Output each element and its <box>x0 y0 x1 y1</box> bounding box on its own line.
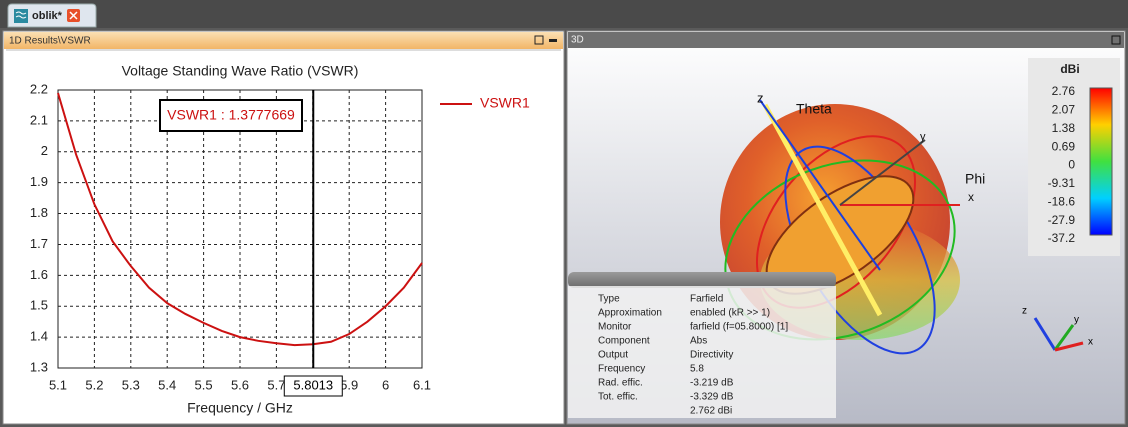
tab-icon-wave <box>15 11 27 19</box>
info-key: Output <box>598 350 628 361</box>
series-line <box>57 92 423 347</box>
legend-label: VSWR1 <box>480 95 530 111</box>
marker-label: 5.8013 <box>293 377 333 392</box>
left-panel-title: 1D Results\VSWR <box>9 36 91 47</box>
colorbar-label: -27.9 <box>1048 213 1076 227</box>
colorbar-label: 2.07 <box>1052 103 1076 117</box>
tab-icon <box>14 9 28 23</box>
chart-title: Voltage Standing Wave Ratio (VSWR) <box>122 63 359 79</box>
x-tick-label: 5.3 <box>122 377 140 392</box>
z-axis <box>759 99 881 271</box>
info-rows: Type Farfield Approximation enabled (kR >> … <box>598 294 788 417</box>
vswr-chart: Voltage Standing Wave Ratio (VSWR) Frequ… <box>30 63 530 416</box>
x-tick-label: 5.6 <box>231 377 249 392</box>
colorbar-label: 0 <box>1068 158 1075 172</box>
colorbar-labels: 2.76 2.07 1.38 0.69 0 -9.31 -18.6 -27.9 -37.2 <box>1048 84 1076 245</box>
x-tick-label: 5.9 <box>340 377 358 392</box>
colorbar-label: 0.69 <box>1052 139 1076 153</box>
y-tick-label: 1.6 <box>30 267 48 282</box>
x-tick-label: 5.7 <box>267 377 285 392</box>
colorbar-label: 1.38 <box>1052 121 1076 135</box>
tab-bar <box>0 0 1128 28</box>
colorbar-label: 2.76 <box>1052 84 1076 98</box>
colorbar-unit: dBi <box>1060 62 1079 76</box>
x-tick-label: 6.1 <box>413 377 431 392</box>
antenna-stem <box>762 103 883 317</box>
info-key: Type <box>598 294 620 305</box>
info-value: Directivity <box>690 350 733 361</box>
y-tick-label: 1.9 <box>30 174 48 189</box>
info-value: Abs <box>690 336 707 347</box>
y-tick-label: 2 <box>41 143 48 158</box>
tab-close-x <box>69 11 78 20</box>
axis-label: x <box>968 190 974 204</box>
triad-label: x <box>1088 337 1093 348</box>
maximize-button[interactable] <box>534 35 544 45</box>
plot-frame <box>57 89 423 369</box>
info-key: Frequency <box>598 364 645 375</box>
colorbar-label: -37.2 <box>1048 231 1076 245</box>
annotation-box <box>159 99 303 132</box>
axis-label: Theta <box>796 101 832 117</box>
y-tick-label: 1.3 <box>30 359 48 374</box>
colorbar <box>1089 87 1113 236</box>
info-value: 2.762 dBi <box>690 406 732 417</box>
x-tick-label: 5.4 <box>158 377 176 392</box>
info-key: Approximation <box>598 308 662 319</box>
x-tick-label: 6 <box>382 377 389 392</box>
triad-label: y <box>1074 315 1079 326</box>
axis-label: Phi <box>965 171 985 187</box>
info-value: -3.219 dB <box>690 378 734 389</box>
y-tick-label: 1.4 <box>30 329 48 344</box>
left-panel-titlebar <box>4 32 563 49</box>
info-value: farfield (f=05.8000) [1] <box>690 322 788 333</box>
x-tick-label: 5.2 <box>85 377 103 392</box>
axis-triad <box>1033 317 1084 352</box>
axis-label: z <box>757 90 764 105</box>
x-tick-label: 5.5 <box>195 377 213 392</box>
y-tick-label: 1.7 <box>30 236 48 251</box>
info-header <box>568 272 836 288</box>
right-panel-title: 3D <box>571 35 584 46</box>
y-tick-label: 2.1 <box>30 112 48 127</box>
marker-label-box <box>283 375 343 397</box>
info-value: enabled (kR >> 1) <box>690 308 770 319</box>
colorbar-label: -9.31 <box>1048 176 1076 190</box>
info-key: Monitor <box>598 322 632 333</box>
y-tick-label: 1.5 <box>30 298 48 313</box>
info-panel <box>568 286 836 418</box>
info-key: Component <box>598 336 650 347</box>
x-axis-label: Frequency / GHz <box>187 400 293 416</box>
info-key: Tot. effic. <box>598 392 638 403</box>
tab-title: oblik* <box>32 10 63 22</box>
annotation: VSWR1 : 1.3777669 <box>167 107 295 123</box>
info-value: 5.8 <box>690 364 704 375</box>
maximize-button[interactable] <box>1111 35 1121 45</box>
triad-label: z <box>1022 306 1027 317</box>
y-tick-label: 1.8 <box>30 205 48 220</box>
info-value: Farfield <box>690 294 723 305</box>
right-panel-titlebar <box>568 32 1124 48</box>
close-button[interactable] <box>549 39 557 42</box>
axis-label: y <box>920 131 926 143</box>
info-value: -3.329 dB <box>690 392 734 403</box>
x-tick-label: 5.1 <box>49 377 67 392</box>
colorbar-label: -18.6 <box>1048 194 1076 208</box>
y-axis <box>839 139 926 206</box>
y-tick-label: 2.2 <box>30 81 48 96</box>
info-key: Rad. effic. <box>598 378 643 389</box>
